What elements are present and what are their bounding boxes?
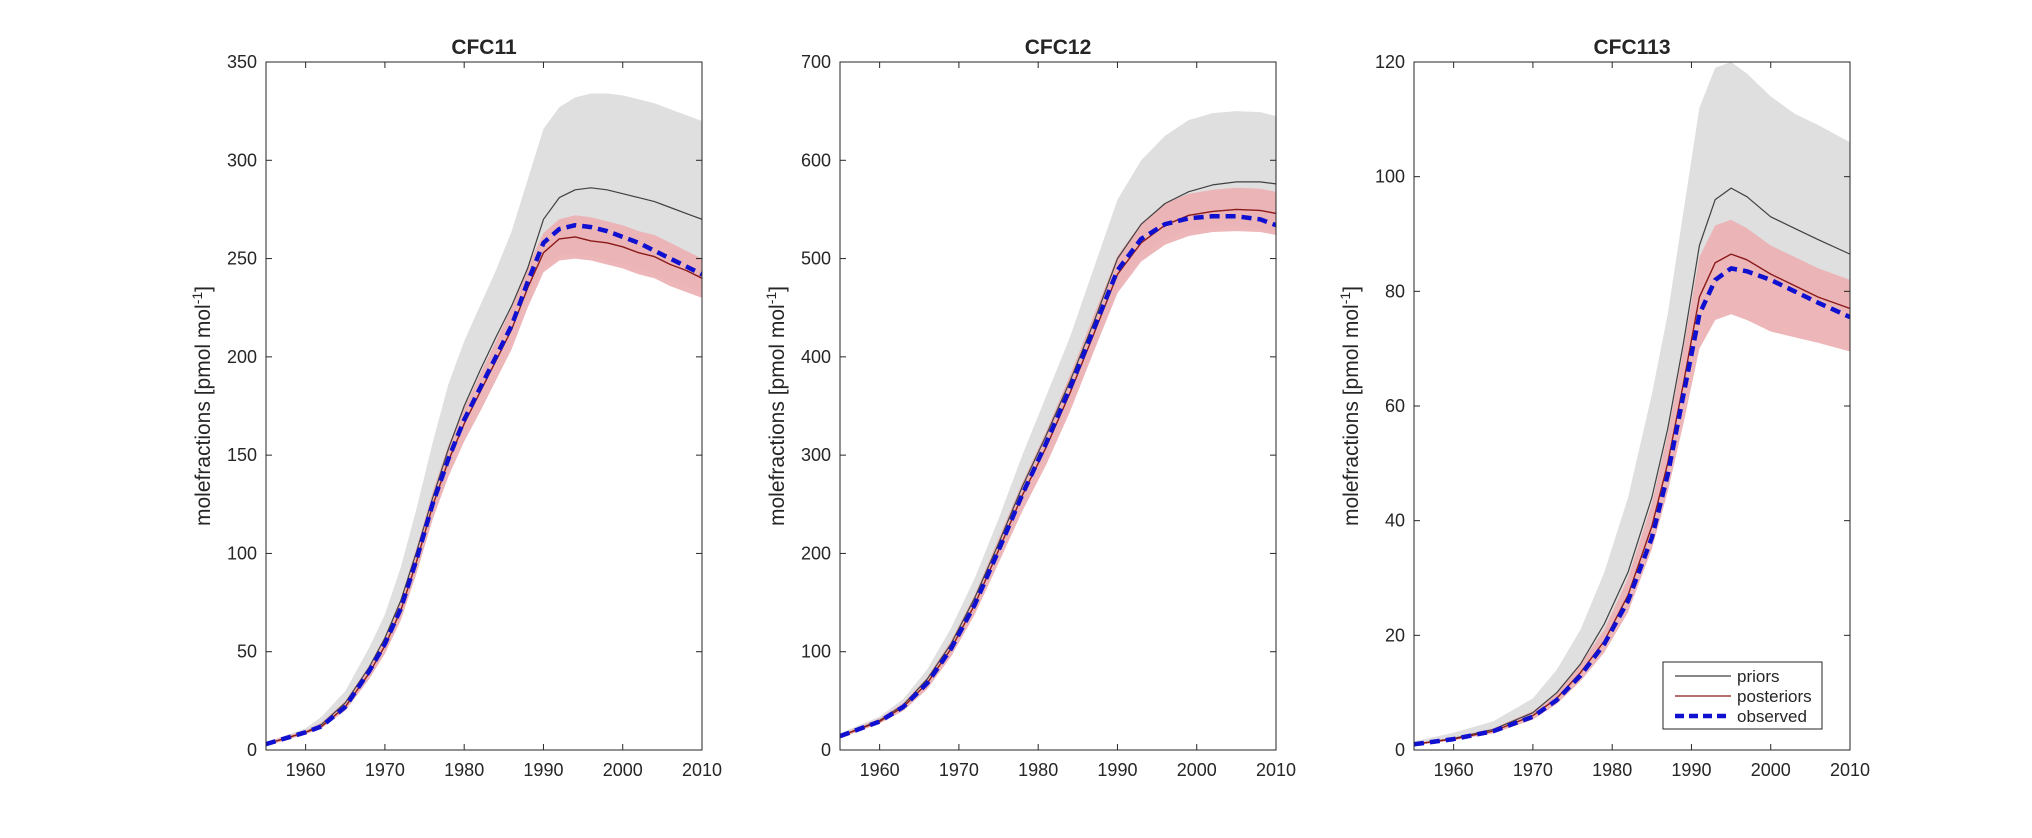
priors-line: [266, 187, 702, 745]
y-axis-label: molefractions [pmol mol-1]: [189, 286, 215, 526]
x-tick-label: 2000: [603, 760, 643, 780]
observed-line: [1414, 266, 1850, 747]
x-tick-label: 2010: [682, 760, 722, 780]
axes-box: [265, 61, 703, 751]
legend-label-posteriors: posteriors: [1737, 687, 1812, 706]
y-axis-label: molefractions [pmol mol-1]: [763, 286, 789, 526]
y-tick-label: 300: [801, 445, 831, 465]
y-tick-label: 40: [1385, 511, 1405, 531]
plot-area: [266, 93, 702, 747]
y-axis-label: molefractions [pmol mol-1]: [1337, 286, 1363, 526]
posterior-uncertainty-band: [840, 187, 1276, 739]
y-tick-label: 500: [801, 249, 831, 269]
chart-title: CFC12: [1025, 36, 1092, 59]
y-tick-label: 100: [227, 543, 257, 563]
y-tick-label: 250: [227, 249, 257, 269]
y-tick-label: 0: [247, 740, 257, 760]
x-tick-label: 1960: [860, 760, 900, 780]
observed-line: [840, 214, 1276, 739]
y-tick-label: 150: [227, 445, 257, 465]
x-tick-label: 1990: [1671, 760, 1711, 780]
x-tick-label: 2000: [1751, 760, 1791, 780]
posteriors-line: [840, 208, 1276, 737]
prior-uncertainty-band: [266, 93, 702, 747]
y-tick-label: 0: [1395, 740, 1405, 760]
chart-panel-3: 1960 1970 1980 1990 2000 2010 0 20 40 60 80 100 120 C…: [1337, 36, 1870, 780]
y-tick-label: 200: [227, 347, 257, 367]
posterior-uncertainty-band: [266, 215, 702, 747]
y-tick-label: 60: [1385, 396, 1405, 416]
plot-area: [840, 111, 1276, 739]
chart-panel-2: 1960 1970 1980 1990 2000 2010 0 100 200 300 400 500…: [763, 36, 1296, 780]
chart-title: CFC11: [451, 36, 517, 59]
x-tick-label: 1990: [1097, 760, 1137, 780]
x-tick-label: 2010: [1830, 760, 1870, 780]
prior-uncertainty-band: [1414, 62, 1850, 746]
y-tick-label: 50: [237, 642, 257, 662]
y-tick-label: 700: [801, 52, 831, 72]
y-tick-label: 350: [227, 52, 257, 72]
y-tick-label: 120: [1375, 52, 1405, 72]
posterior-uncertainty-band: [1414, 219, 1850, 746]
chart-panel-1: 1960 1970 1980 1990 2000 2010 0 50 100 150 200 250 3…: [189, 36, 722, 780]
x-tick-label: 1960: [286, 760, 326, 780]
y-tick-label: 20: [1385, 625, 1405, 645]
y-tick-label: 300: [227, 150, 257, 170]
y-tick-label: 600: [801, 150, 831, 170]
chart-title: CFC113: [1593, 36, 1670, 59]
y-tick-label: 0: [821, 740, 831, 760]
observed-line: [266, 222, 702, 747]
y-tick-label: 200: [801, 543, 831, 563]
priors-line: [1414, 187, 1850, 745]
x-tick-label: 1980: [1018, 760, 1058, 780]
legend-label-observed: observed: [1737, 707, 1807, 726]
x-tick-label: 2010: [1256, 760, 1296, 780]
y-tick-label: 400: [801, 347, 831, 367]
x-tick-label: 1960: [1434, 760, 1474, 780]
x-tick-label: 1970: [1513, 760, 1553, 780]
x-tick-label: 1980: [444, 760, 484, 780]
priors-line: [840, 181, 1276, 737]
y-tick-label: 100: [801, 642, 831, 662]
x-tick-label: 1970: [365, 760, 405, 780]
y-tick-label: 100: [1375, 167, 1405, 187]
x-tick-label: 1990: [523, 760, 563, 780]
plot-area: [1414, 62, 1850, 747]
y-tick-label: 80: [1385, 281, 1405, 301]
x-tick-label: 1970: [939, 760, 979, 780]
axes-box: [839, 61, 1277, 751]
x-tick-label: 1980: [1592, 760, 1632, 780]
x-tick-label: 2000: [1177, 760, 1217, 780]
legend-label-priors: priors: [1737, 667, 1780, 686]
